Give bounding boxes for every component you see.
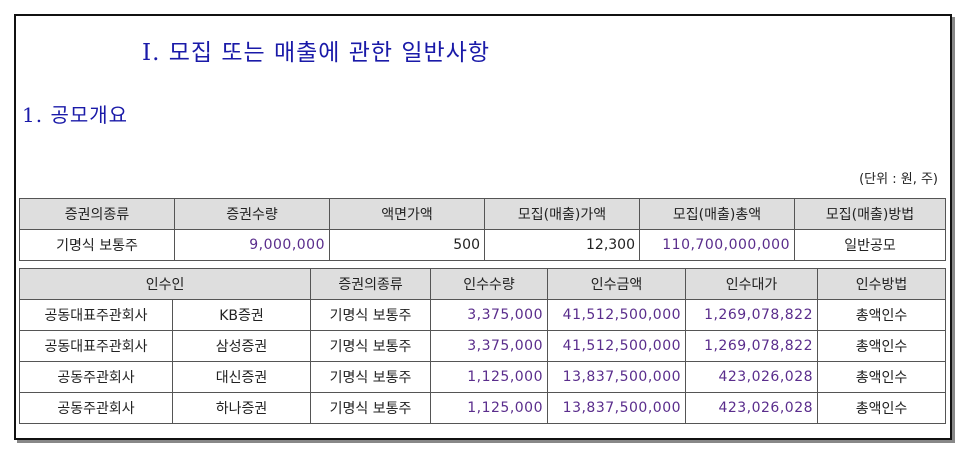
header-cell: 액면가액 bbox=[329, 198, 485, 230]
section-title: I. 모집 또는 매출에 관한 일반사항 bbox=[142, 40, 491, 66]
underwriting-amount-cell: 41,512,500,000 bbox=[547, 330, 687, 362]
underwriting-fee-cell: 1,269,078,822 bbox=[685, 299, 819, 331]
unit-note: (단위 : 원, 주) bbox=[859, 172, 938, 187]
underwriter-role-cell: 공동주관회사 bbox=[19, 392, 173, 424]
header-cell: 모집(매출)가액 bbox=[484, 198, 640, 230]
table-row: 공동대표주관회사 삼성증권 기명식 보통주 3,375,000 41,512,5… bbox=[19, 330, 947, 362]
security-type-cell: 기명식 보통주 bbox=[19, 229, 175, 261]
quantity-cell: 9,000,000 bbox=[174, 229, 330, 261]
security-type-cell: 기명식 보통주 bbox=[310, 361, 432, 393]
underwriter-table: 인수인 증권의종류 인수수량 인수금액 인수대가 인수방법 공동대표주관회사 K… bbox=[18, 268, 947, 424]
underwriting-method-cell: 총액인수 bbox=[817, 330, 947, 362]
underwriting-method-cell: 총액인수 bbox=[817, 361, 947, 393]
underwriting-amount-cell: 13,837,500,000 bbox=[547, 361, 687, 393]
header-cell: 모집(매출)총액 bbox=[639, 198, 795, 230]
underwriting-fee-cell: 423,026,028 bbox=[685, 361, 819, 393]
security-type-cell: 기명식 보통주 bbox=[310, 392, 432, 424]
security-type-cell: 기명식 보통주 bbox=[310, 330, 432, 362]
table-header-row: 증권의종류 증권수량 액면가액 모집(매출)가액 모집(매출)총액 모집(매출)… bbox=[19, 198, 946, 230]
table-row: 공동주관회사 하나증권 기명식 보통주 1,125,000 13,837,500… bbox=[19, 392, 947, 424]
offer-method-cell: 일반공모 bbox=[794, 229, 946, 261]
offering-overview-table: 증권의종류 증권수량 액면가액 모집(매출)가액 모집(매출)총액 모집(매출)… bbox=[19, 198, 946, 261]
underwriting-method-cell: 총액인수 bbox=[817, 392, 947, 424]
table-row: 공동주관회사 대신증권 기명식 보통주 1,125,000 13,837,500… bbox=[19, 361, 947, 393]
header-cell: 인수금액 bbox=[547, 268, 687, 300]
header-cell: 모집(매출)방법 bbox=[794, 198, 946, 230]
underwriting-method-cell: 총액인수 bbox=[817, 299, 947, 331]
header-cell: 증권의종류 bbox=[310, 268, 432, 300]
underwriting-quantity-cell: 3,375,000 bbox=[430, 330, 549, 362]
header-cell: 인수인 bbox=[18, 268, 312, 300]
underwriter-name-cell: 대신증권 bbox=[171, 361, 312, 393]
offer-total-cell: 110,700,000,000 bbox=[639, 229, 795, 261]
underwriting-fee-cell: 1,269,078,822 bbox=[685, 330, 819, 362]
header-cell: 인수대가 bbox=[685, 268, 819, 300]
underwriter-name-cell: 삼성증권 bbox=[171, 330, 312, 362]
header-cell: 증권의종류 bbox=[19, 198, 175, 230]
underwriting-amount-cell: 41,512,500,000 bbox=[547, 299, 687, 331]
underwriting-quantity-cell: 1,125,000 bbox=[430, 361, 549, 393]
underwriter-role-cell: 공동대표주관회사 bbox=[19, 299, 173, 331]
underwriting-fee-cell: 423,026,028 bbox=[685, 392, 819, 424]
table-row: 기명식 보통주 9,000,000 500 12,300 110,700,000… bbox=[19, 229, 946, 261]
table-row: 공동대표주관회사 KB증권 기명식 보통주 3,375,000 41,512,5… bbox=[19, 299, 947, 331]
underwriting-quantity-cell: 1,125,000 bbox=[430, 392, 549, 424]
table-header-row: 인수인 증권의종류 인수수량 인수금액 인수대가 인수방법 bbox=[18, 268, 947, 300]
offer-price-cell: 12,300 bbox=[484, 229, 640, 261]
underwriter-name-cell: KB증권 bbox=[171, 299, 312, 331]
underwriting-amount-cell: 13,837,500,000 bbox=[547, 392, 687, 424]
underwriter-role-cell: 공동대표주관회사 bbox=[19, 330, 173, 362]
underwriter-role-cell: 공동주관회사 bbox=[19, 361, 173, 393]
header-cell: 인수수량 bbox=[430, 268, 549, 300]
subsection-title: 1. 공모개요 bbox=[22, 103, 129, 127]
underwriting-quantity-cell: 3,375,000 bbox=[430, 299, 549, 331]
header-cell: 인수방법 bbox=[817, 268, 947, 300]
underwriter-name-cell: 하나증권 bbox=[171, 392, 312, 424]
par-value-cell: 500 bbox=[329, 229, 485, 261]
header-cell: 증권수량 bbox=[174, 198, 330, 230]
security-type-cell: 기명식 보통주 bbox=[310, 299, 432, 331]
